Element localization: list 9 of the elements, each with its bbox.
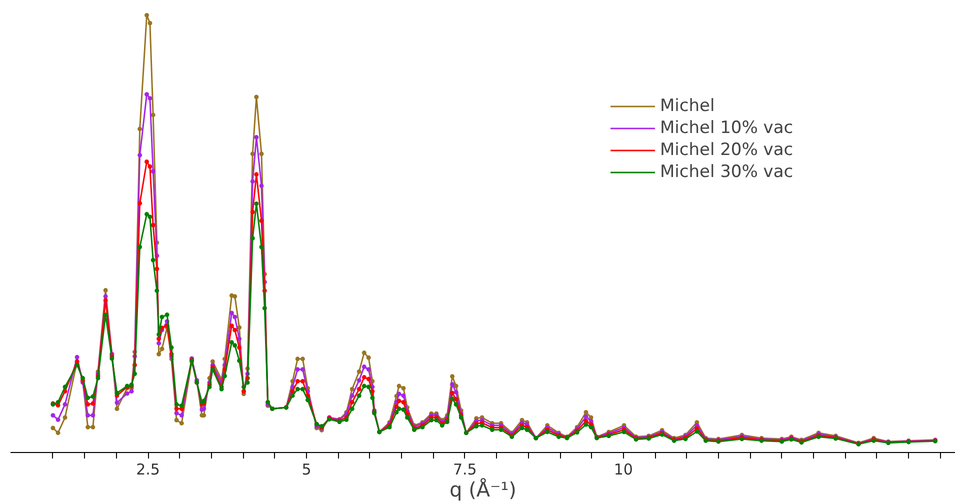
- legend-label: Michel 20% vac: [660, 140, 794, 160]
- x-tick-label: 2.5: [136, 460, 160, 478]
- x-tick-label: 7.5: [453, 460, 477, 478]
- x-tick-label: 5: [302, 460, 312, 478]
- legend-label: Michel 10% vac: [660, 118, 794, 138]
- x-axis-title: q (Å⁻¹): [450, 478, 516, 502]
- x-tick-label: 10: [614, 460, 633, 478]
- legend-label: Michel: [660, 96, 715, 116]
- legend-label: Michel 30% vac: [660, 162, 794, 182]
